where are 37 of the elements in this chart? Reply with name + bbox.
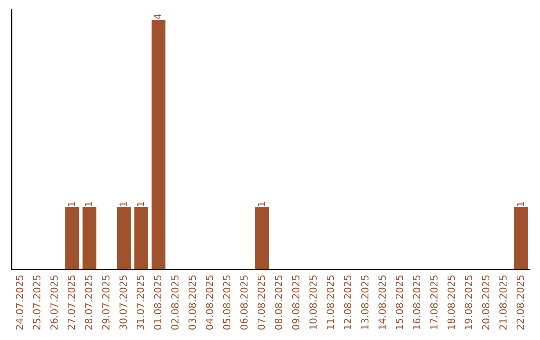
x-tick-label: 28.07.2025: [85, 276, 93, 330]
x-tick-label: 12.08.2025: [344, 276, 352, 330]
x-tick-label: 04.08.2025: [206, 276, 214, 330]
x-tick-label: 21.08.2025: [500, 276, 507, 330]
data-label: 1: [258, 202, 266, 206]
x-tick-label: 30.07.2025: [120, 276, 128, 330]
x-tick-label: 18.08.2025: [448, 276, 456, 330]
data-label: 1: [68, 202, 76, 206]
x-tick-label: 17.08.2025: [430, 276, 438, 330]
x-tick-label: 09.08.2025: [292, 276, 300, 330]
x-tick-label: 03.08.2025: [188, 276, 196, 330]
data-label: 1: [516, 202, 524, 206]
x-tick-label: 02.08.2025: [172, 276, 179, 330]
x-tick-label: 14.08.2025: [378, 276, 386, 330]
x-tick-label: 05.08.2025: [223, 276, 231, 330]
x-tick-label: 25.07.2025: [33, 276, 41, 330]
x-tick-label: 22.08.2025: [516, 276, 524, 330]
x-tick-label: 13.08.2025: [361, 276, 369, 330]
data-label: 1: [85, 202, 92, 206]
x-tick-label: 16.08.2025: [413, 276, 421, 330]
x-tick-label: 29.07.2025: [102, 276, 110, 330]
data-label: 1: [120, 202, 127, 206]
x-tick-label: 24.07.2025: [16, 276, 24, 330]
x-tick-label: 31.07.2025: [136, 276, 144, 330]
x-tick-label: 10.08.2025: [310, 276, 317, 330]
x-tick-label: 08.08.2025: [275, 276, 282, 330]
x-tick-label: 20.08.2025: [482, 276, 490, 330]
x-tick-label: 01.08.2025: [154, 276, 162, 330]
data-label: 4: [154, 14, 162, 20]
x-tick-label: 15.08.2025: [396, 276, 404, 330]
x-tick-label: 07.08.2025: [258, 276, 266, 330]
x-tick-label: 06.08.2025: [240, 276, 248, 330]
x-tick-label: 27.07.2025: [68, 276, 76, 330]
x-tick-label: 26.07.2025: [50, 276, 58, 330]
data-label: 1: [137, 202, 144, 206]
x-tick-label: 11.08.2025: [326, 276, 334, 330]
x-tick-label: 19.08.2025: [465, 276, 472, 330]
